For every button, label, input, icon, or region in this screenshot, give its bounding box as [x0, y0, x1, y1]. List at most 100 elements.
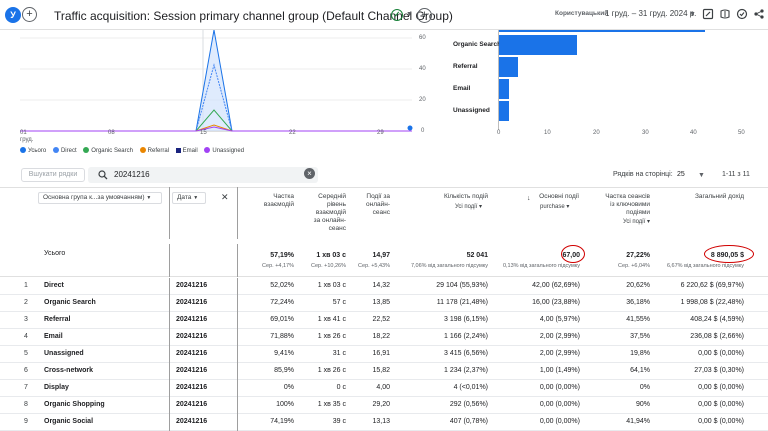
metric-cell: 16,91: [372, 350, 390, 357]
col-header-events-per-session[interactable]: Події за онлайн- сеанс: [366, 193, 390, 216]
search-input[interactable]: 20241216: [88, 167, 318, 183]
remove-dimension-icon[interactable]: ✕: [221, 192, 229, 202]
row-number: 1: [24, 282, 28, 289]
share-icon[interactable]: [719, 8, 731, 20]
metric-cell: 13,13: [372, 418, 390, 425]
table-toolbar: Вшукати рядки 20241216 × Рядків на сторі…: [0, 165, 768, 187]
chevron-down-icon[interactable]: ▼: [406, 11, 413, 18]
legend-item[interactable]: Direct: [52, 147, 77, 154]
row-number: 5: [24, 350, 28, 357]
rows-search-input[interactable]: Вшукати рядки: [21, 168, 85, 182]
totals-label: Усього: [44, 250, 66, 257]
table-row[interactable]: 3 Referral 20241216 69,01% 1 хв 41 с 22,52 3 1…: [0, 312, 768, 329]
metric-cell: 1 хв 41 с: [317, 316, 346, 323]
table-row[interactable]: 1 Direct 20241216 52,02% 1 хв 03 с 14,32 29 10…: [0, 278, 768, 295]
legend-item[interactable]: Referral: [139, 147, 169, 154]
add-report-button[interactable]: +: [417, 8, 432, 23]
legend-item[interactable]: Unassigned: [204, 147, 244, 154]
date-cell: 20241216: [176, 333, 208, 340]
rows-per-page-chevron-icon[interactable]: ▼: [698, 172, 705, 179]
metric-cell: 42,00 (62,69%): [532, 282, 580, 289]
account-avatar[interactable]: У: [5, 7, 21, 23]
total-sub: 0,13% від загального підсумку: [502, 263, 580, 269]
metric-cell: 18,22: [372, 333, 390, 340]
metric-cell: 22,52: [372, 316, 390, 323]
share-nodes-icon[interactable]: [753, 8, 765, 20]
channel-cell[interactable]: Organic Search: [44, 299, 96, 306]
table-row[interactable]: 9 Organic Social 20241216 74,19% 39 с 13,13 40…: [0, 414, 768, 431]
channel-cell[interactable]: Unassigned: [44, 350, 84, 357]
bar-organic-search: [499, 35, 577, 55]
date-cell: 20241216: [176, 316, 208, 323]
bar-email: [499, 79, 509, 99]
report-header: У + Traffic acquisition: Session primary…: [0, 0, 768, 30]
metric-cell: 1 166 (2,24%): [444, 333, 488, 340]
bar-x-tick: 30: [642, 130, 649, 136]
metric-cell: 100%: [276, 401, 294, 408]
add-comparison-button[interactable]: +: [22, 7, 37, 22]
total-sub: Сер. +10,26%: [310, 263, 346, 269]
legend-item[interactable]: Organic Search: [83, 147, 133, 154]
channel-cell[interactable]: Organic Social: [44, 418, 94, 425]
x-tick: 15: [200, 130, 207, 136]
col-header-key-events[interactable]: Основні події: [539, 193, 579, 200]
key-event-rate-filter[interactable]: Усі події ▾: [622, 219, 650, 225]
table-row[interactable]: 6 Cross-network 20241216 85,9% 1 хв 26 с 15,8…: [0, 363, 768, 380]
secondary-dimension-selector[interactable]: Дата ▼: [172, 192, 206, 204]
table-row[interactable]: 5 Unassigned 20241216 9,41% 31 с 16,91 3 415 (…: [0, 346, 768, 363]
metric-cell: 0,00 (0,00%): [539, 384, 580, 391]
col-header-engagement-rate[interactable]: Частка взаємодій: [263, 193, 294, 208]
metric-cell: 0,00 $ (0,00%): [698, 418, 744, 425]
series-total-area: [20, 30, 412, 131]
dimension-selector[interactable]: Основна група к...за умовчанням) ▼: [38, 192, 162, 204]
row-number: 7: [24, 384, 28, 391]
table-row[interactable]: 8 Organic Shopping 20241216 100% 1 хв 35 с 29…: [0, 397, 768, 414]
metric-cell: 69,01%: [270, 316, 294, 323]
metric-cell: 85,9%: [274, 367, 294, 374]
bar-x-tick: 40: [690, 130, 697, 136]
page-title: Traffic acquisition: Session primary cha…: [54, 9, 453, 23]
total-value: 14,97: [372, 252, 390, 259]
col-header-total-revenue[interactable]: Загальний дохід: [694, 193, 744, 200]
date-range-value[interactable]: 1 груд. – 31 груд. 2024 р.: [605, 9, 697, 18]
channel-cell[interactable]: Organic Shopping: [44, 401, 105, 408]
channel-cell[interactable]: Email: [44, 333, 63, 340]
sort-desc-icon[interactable]: ↓: [527, 195, 531, 202]
rows-per-page-label: Рядків на сторінці:: [613, 171, 673, 178]
metric-cell: 1 хв 03 с: [317, 282, 346, 289]
legend-item[interactable]: Усього: [20, 147, 46, 154]
x-tick: 29: [377, 130, 384, 136]
col-header-key-event-rate[interactable]: Частка сеансів із ключовими подіями: [605, 193, 650, 216]
totals-row: Усього 57,19% Сер. +4,17% 1 хв 03 с Сер.…: [0, 244, 768, 277]
total-value: 27,22%: [626, 252, 650, 259]
x-tick: 22: [289, 130, 296, 136]
metric-cell: 0,00 $ (0,00%): [698, 350, 744, 357]
metric-cell: 13,85: [372, 299, 390, 306]
table-row[interactable]: 4 Email 20241216 71,88% 1 хв 26 с 18,22 1 166 …: [0, 329, 768, 346]
x-tick-month: груд.: [20, 137, 34, 143]
metric-cell: 29,20: [372, 401, 390, 408]
date-range-chevron-icon[interactable]: ▼: [689, 11, 696, 18]
edit-report-icon[interactable]: [702, 8, 714, 20]
metric-cell: 64,1%: [630, 367, 650, 374]
clear-search-icon[interactable]: ×: [304, 168, 315, 179]
metric-cell: 39 с: [332, 418, 346, 425]
event-count-filter[interactable]: Усі події ▾: [454, 204, 482, 210]
channel-cell[interactable]: Cross-network: [44, 367, 94, 374]
metric-cell: 1 хв 26 с: [317, 333, 346, 340]
metric-cell: 292 (0,56%): [449, 401, 488, 408]
check-circle-icon: ✓: [391, 9, 403, 21]
insights-icon[interactable]: [736, 8, 748, 20]
table-row[interactable]: 2 Organic Search 20241216 72,24% 57 с 13,85 11…: [0, 295, 768, 312]
col-header-event-count[interactable]: Кількість подій: [444, 193, 488, 200]
table-row[interactable]: 7 Display 20241216 0% 0 с 4,00 4 (<0,01%) 0,00 …: [0, 380, 768, 397]
legend-item[interactable]: Email: [175, 147, 198, 154]
channel-cell[interactable]: Display: [44, 384, 69, 391]
metric-cell: 41,94%: [626, 418, 650, 425]
col-header-avg-engagement[interactable]: Середній рівень взаємодій за онлайн- сеа…: [313, 193, 346, 232]
data-table: Основна група к...за умовчанням) ▼ Дата …: [0, 187, 768, 431]
channel-cell[interactable]: Referral: [44, 316, 71, 323]
key-events-filter[interactable]: purchase ▾: [540, 204, 570, 210]
rows-per-page-select[interactable]: 25: [677, 171, 685, 178]
channel-cell[interactable]: Direct: [44, 282, 64, 289]
